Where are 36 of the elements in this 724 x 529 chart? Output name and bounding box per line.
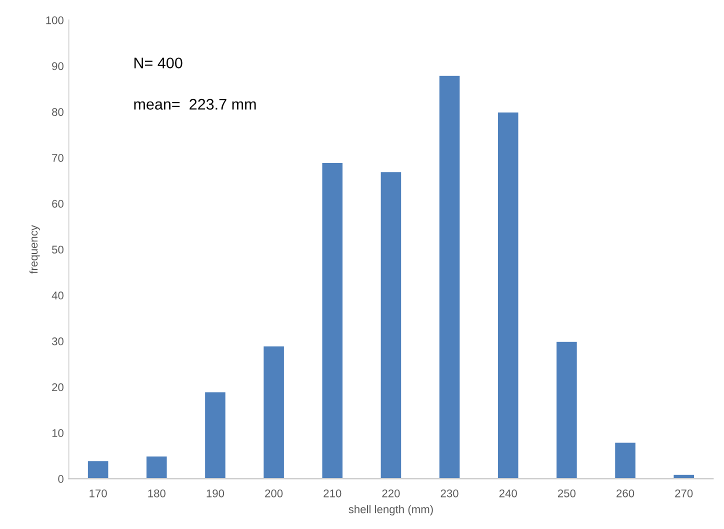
y-tick-label: 90: [52, 62, 64, 70]
x-tick-label: 220: [382, 489, 400, 498]
y-tick-label: 60: [52, 200, 64, 208]
y-tick-label: 30: [52, 337, 64, 346]
bar: [555, 340, 578, 479]
bar: [145, 455, 168, 479]
bar: [614, 441, 637, 479]
bar: [496, 111, 520, 479]
bar: [438, 74, 462, 479]
x-tick-label: 250: [558, 489, 576, 498]
bar: [262, 345, 286, 479]
x-tick-label: 190: [206, 489, 224, 498]
annotation: N= 400: [134, 58, 182, 68]
y-tick-label: 70: [52, 154, 64, 162]
y-tick-label: 0: [58, 475, 64, 483]
y-tick-label: 40: [52, 292, 64, 300]
x-tick-label: 270: [675, 489, 693, 498]
x-tick-label: 210: [324, 489, 342, 498]
y-tick-label: 100: [46, 16, 64, 24]
y-axis-title: frequency: [29, 225, 40, 274]
annotation: mean= 223.7 mm: [134, 98, 256, 110]
x-tick-label: 240: [499, 489, 517, 498]
x-tick-label: 200: [265, 489, 283, 498]
y-tick-label: 20: [52, 383, 64, 392]
bar: [204, 390, 227, 479]
x-tick-label: 230: [440, 489, 458, 498]
x-tick-label: 170: [90, 489, 107, 498]
x-tick-label: 260: [616, 489, 634, 498]
bar: [86, 460, 110, 479]
y-tick-label: 50: [52, 246, 64, 254]
y-tick-label: 10: [52, 429, 64, 438]
x-tick-label: 180: [148, 489, 166, 498]
bar: [379, 170, 402, 479]
y-tick-label: 80: [52, 108, 64, 116]
bar: [320, 162, 344, 479]
x-axis-title: shell length (mm): [348, 505, 433, 516]
